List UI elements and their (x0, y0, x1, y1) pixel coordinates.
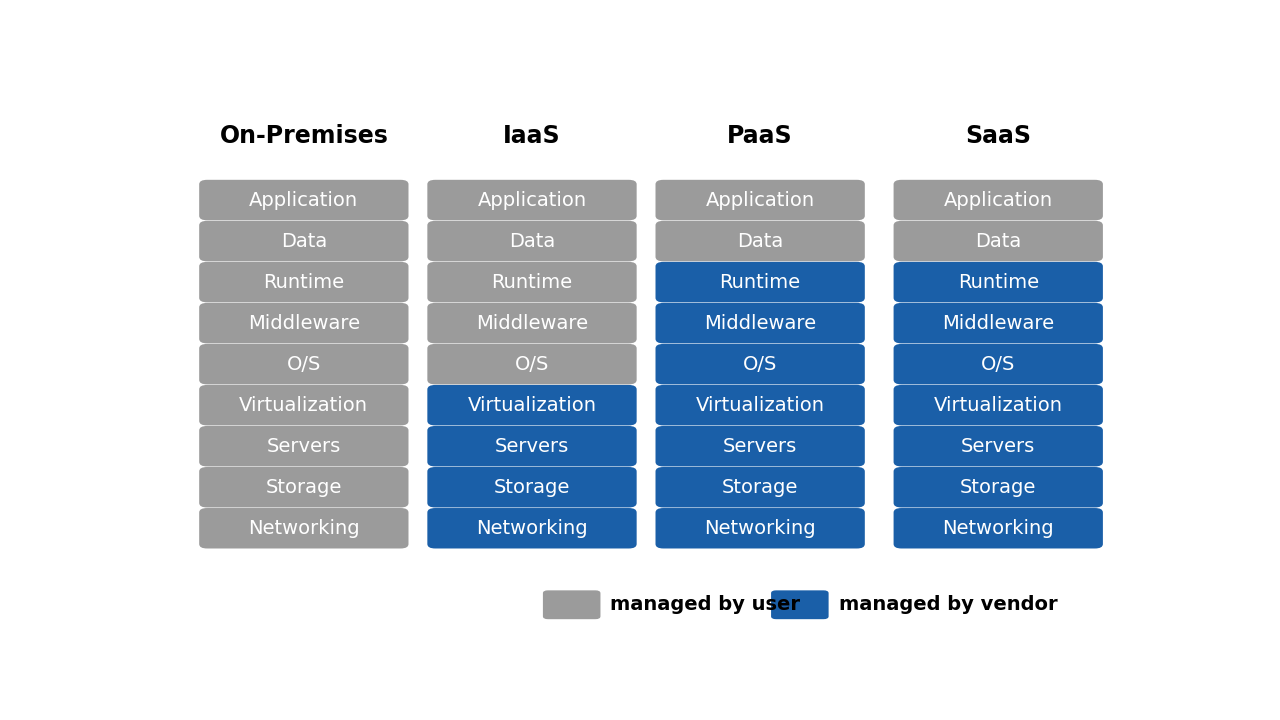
FancyBboxPatch shape (200, 385, 408, 426)
FancyBboxPatch shape (428, 180, 636, 220)
FancyBboxPatch shape (655, 180, 865, 220)
Text: Middleware: Middleware (942, 314, 1055, 333)
FancyBboxPatch shape (428, 262, 636, 302)
Text: Application: Application (477, 191, 586, 210)
FancyBboxPatch shape (428, 508, 636, 549)
Text: Runtime: Runtime (957, 273, 1039, 292)
Text: Application: Application (705, 191, 815, 210)
FancyBboxPatch shape (428, 426, 636, 467)
FancyBboxPatch shape (655, 508, 865, 549)
FancyBboxPatch shape (893, 262, 1103, 302)
Text: Networking: Networking (248, 518, 360, 538)
FancyBboxPatch shape (200, 221, 408, 261)
FancyBboxPatch shape (543, 590, 600, 619)
FancyBboxPatch shape (428, 303, 636, 343)
FancyBboxPatch shape (655, 262, 865, 302)
Text: Virtualization: Virtualization (695, 396, 824, 415)
Text: Middleware: Middleware (704, 314, 817, 333)
Text: managed by vendor: managed by vendor (838, 595, 1057, 614)
FancyBboxPatch shape (655, 344, 865, 384)
Text: Virtualization: Virtualization (933, 396, 1062, 415)
FancyBboxPatch shape (655, 303, 865, 343)
FancyBboxPatch shape (893, 344, 1103, 384)
FancyBboxPatch shape (200, 180, 408, 220)
Text: Data: Data (975, 232, 1021, 251)
FancyBboxPatch shape (200, 426, 408, 467)
Text: Data: Data (509, 232, 556, 251)
Text: Virtualization: Virtualization (467, 396, 596, 415)
FancyBboxPatch shape (893, 508, 1103, 549)
FancyBboxPatch shape (428, 385, 636, 426)
FancyBboxPatch shape (200, 344, 408, 384)
Text: Middleware: Middleware (248, 314, 360, 333)
FancyBboxPatch shape (655, 426, 865, 467)
Text: Application: Application (943, 191, 1053, 210)
Text: O/S: O/S (287, 355, 321, 374)
Text: Storage: Storage (960, 478, 1037, 497)
FancyBboxPatch shape (893, 303, 1103, 343)
Text: Virtualization: Virtualization (239, 396, 369, 415)
Text: Networking: Networking (942, 518, 1053, 538)
Text: Networking: Networking (704, 518, 815, 538)
FancyBboxPatch shape (428, 467, 636, 508)
Text: SaaS: SaaS (965, 125, 1032, 148)
FancyBboxPatch shape (893, 467, 1103, 508)
Text: Networking: Networking (476, 518, 588, 538)
Text: Application: Application (250, 191, 358, 210)
FancyBboxPatch shape (655, 221, 865, 261)
FancyBboxPatch shape (655, 467, 865, 508)
FancyBboxPatch shape (428, 221, 636, 261)
FancyBboxPatch shape (893, 180, 1103, 220)
Text: Storage: Storage (266, 478, 342, 497)
Text: PaaS: PaaS (727, 125, 794, 148)
Text: Runtime: Runtime (492, 273, 572, 292)
Text: Servers: Servers (723, 437, 797, 456)
Text: Servers: Servers (495, 437, 570, 456)
Text: Servers: Servers (266, 437, 340, 456)
Text: Storage: Storage (722, 478, 799, 497)
Text: O/S: O/S (742, 355, 777, 374)
FancyBboxPatch shape (771, 590, 828, 619)
Text: O/S: O/S (515, 355, 549, 374)
Text: On-Premises: On-Premises (219, 125, 388, 148)
Text: Storage: Storage (494, 478, 570, 497)
FancyBboxPatch shape (200, 262, 408, 302)
Text: managed by user: managed by user (611, 595, 800, 614)
Text: Middleware: Middleware (476, 314, 588, 333)
FancyBboxPatch shape (200, 508, 408, 549)
FancyBboxPatch shape (893, 426, 1103, 467)
FancyBboxPatch shape (893, 385, 1103, 426)
Text: Data: Data (737, 232, 783, 251)
Text: Runtime: Runtime (719, 273, 801, 292)
FancyBboxPatch shape (428, 344, 636, 384)
Text: O/S: O/S (980, 355, 1015, 374)
Text: Data: Data (280, 232, 326, 251)
FancyBboxPatch shape (200, 303, 408, 343)
Text: Runtime: Runtime (264, 273, 344, 292)
Text: Servers: Servers (961, 437, 1036, 456)
FancyBboxPatch shape (655, 385, 865, 426)
FancyBboxPatch shape (200, 467, 408, 508)
FancyBboxPatch shape (893, 221, 1103, 261)
Text: IaaS: IaaS (503, 125, 561, 148)
